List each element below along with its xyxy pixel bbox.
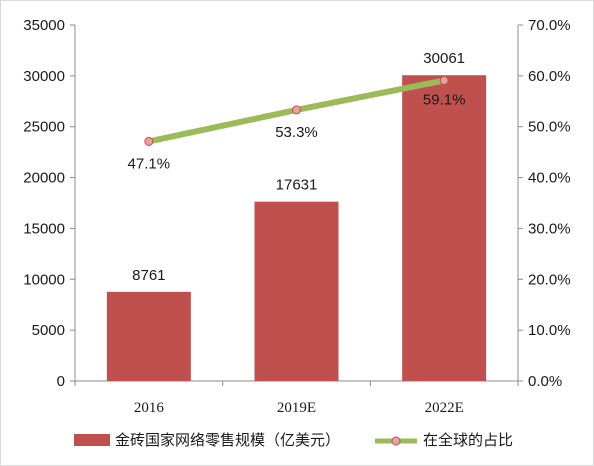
y-left-tick-label: 15000 <box>23 220 65 237</box>
line-data-label: 53.3% <box>275 124 318 141</box>
line-point <box>292 105 301 115</box>
y-right-tick-label: 40.0% <box>528 170 571 187</box>
legend-label-bar: 金砖国家网络零售规模（亿美元） <box>115 431 340 449</box>
bar-data-label: 30061 <box>423 50 465 67</box>
y-left-tick-label: 0 <box>57 373 65 390</box>
y-left-tick-label: 20000 <box>23 170 65 187</box>
legend-swatch-marker <box>391 436 401 446</box>
x-tick-label: 2022E <box>425 400 464 416</box>
y-right-tick-label: 20.0% <box>528 271 571 288</box>
bar <box>402 75 487 381</box>
y-left-tick-label: 10000 <box>23 271 65 288</box>
legend-swatch-bar <box>74 434 110 446</box>
y-right-tick-label: 0.0% <box>528 373 562 390</box>
legend-label-line: 在全球的占比 <box>423 431 513 449</box>
y-right-tick-label: 50.0% <box>528 119 571 136</box>
y-right-tick-label: 60.0% <box>528 68 571 85</box>
line-data-label: 59.1% <box>423 91 466 108</box>
line-data-label: 47.1% <box>128 155 171 172</box>
y-left-tick-label: 25000 <box>23 119 65 136</box>
y-left-tick-label: 30000 <box>23 68 65 85</box>
x-tick-label: 2016 <box>134 400 165 416</box>
line-point <box>439 75 449 85</box>
y-left-tick-label: 5000 <box>32 322 65 339</box>
x-tick-label: 2019E <box>277 400 316 416</box>
bar-data-label: 8761 <box>132 267 165 284</box>
y-right-tick-label: 70.0% <box>528 17 571 34</box>
bar <box>254 201 339 381</box>
y-right-tick-label: 30.0% <box>528 220 571 237</box>
y-left-tick-label: 35000 <box>23 17 65 34</box>
bar <box>106 291 191 381</box>
bar-data-label: 17631 <box>276 177 318 194</box>
line-point <box>144 136 154 146</box>
y-right-tick-label: 10.0% <box>528 322 571 339</box>
